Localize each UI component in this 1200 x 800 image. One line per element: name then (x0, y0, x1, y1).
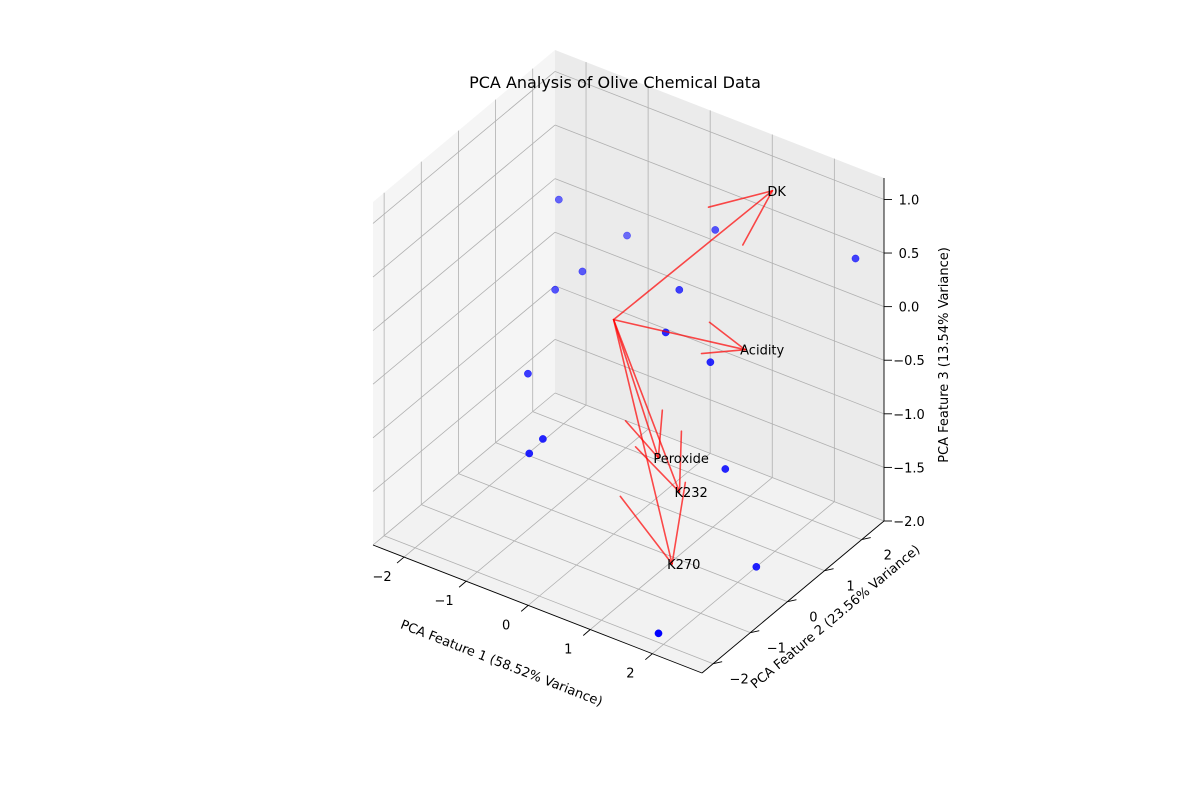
z-tick-label: −1.0 (893, 408, 925, 423)
y-tick-mark (750, 630, 760, 634)
x-tick-label: −1 (435, 594, 454, 609)
gridline-z-left (372, 339, 556, 492)
loading-arrow-head (708, 321, 746, 351)
x-tick-mark (520, 605, 529, 612)
gridline-y-floor (383, 535, 714, 665)
data-point (711, 226, 720, 234)
loading-arrow-shaft (612, 189, 774, 321)
data-point (721, 465, 730, 473)
loading-arrow-head (671, 481, 687, 565)
pane-floor (373, 393, 884, 673)
data-point (623, 231, 631, 240)
gridline-x-floor (652, 501, 835, 654)
gridline-z-back (554, 178, 885, 307)
loading-arrow-shaft (612, 318, 673, 565)
y-tick-label: 1 (846, 580, 854, 595)
gridline-z-back (554, 285, 885, 415)
gridline-y-floor (532, 411, 862, 540)
gridline-y-floor (458, 473, 788, 603)
data-point (578, 267, 587, 276)
gridline-z-left (372, 124, 556, 278)
data-points (524, 195, 860, 638)
y-tick-label: 2 (884, 549, 892, 564)
loading-arrow-head (678, 430, 683, 493)
axis-lines (372, 178, 885, 674)
gridline-z-left (372, 178, 556, 331)
loading-arrows (612, 189, 774, 565)
data-point (675, 285, 684, 294)
y-tick-mark (713, 661, 723, 665)
z-tick-label: −0.5 (893, 354, 925, 369)
loading-arrow-head (707, 189, 774, 209)
x-tick-mark (645, 653, 653, 661)
x-tick-mark (582, 629, 591, 636)
z-tick-label: −1.5 (893, 461, 925, 476)
y-tick-label: 0 (809, 611, 817, 626)
gridline-z-left (372, 231, 556, 385)
gridline-z-back (554, 339, 885, 468)
data-point (525, 449, 534, 458)
loading-arrow-head (741, 189, 774, 246)
x-axis-line (372, 544, 703, 674)
gridline-x-floor (403, 404, 587, 558)
loading-arrow-shaft (612, 318, 746, 351)
x-tick-label: −2 (372, 570, 391, 585)
tick-marks (396, 198, 892, 665)
y-tick-mark (824, 568, 834, 572)
gridline-z-left (372, 392, 556, 546)
loading-arrow-head (634, 446, 681, 493)
loading-label: Acidity (740, 344, 784, 359)
x-tick-mark (458, 580, 467, 588)
y-tick-label: −2 (730, 673, 749, 688)
gridline-z-back (554, 392, 885, 522)
loading-label: Peroxide (653, 452, 709, 467)
x-tick-label: 1 (564, 643, 572, 658)
data-point (752, 562, 761, 571)
loading-label: K270 (667, 558, 700, 573)
loading-label: DK (767, 185, 786, 200)
loading-arrow-head (700, 348, 746, 355)
data-point (706, 358, 715, 367)
loading-arrow-shaft (612, 318, 660, 459)
loading-arrow-head (619, 495, 673, 565)
y-tick-mark (787, 599, 797, 603)
loading-arrow-head (657, 409, 664, 459)
loading-label: K232 (674, 486, 707, 501)
gridline-x-floor (465, 428, 649, 582)
data-point (654, 629, 663, 638)
data-point (551, 285, 560, 294)
gridline-z-left (372, 285, 556, 439)
gridline-y-floor (421, 504, 751, 634)
y-tick-label: −1 (767, 642, 786, 657)
data-point (539, 435, 547, 443)
gridline-z-back (554, 124, 885, 254)
gridline-x-floor (590, 477, 773, 630)
x-tick-label: 0 (502, 618, 510, 633)
z-tick-label: 0.5 (899, 247, 920, 262)
gridline-z-left (372, 71, 556, 224)
z-tick-label: −2.0 (893, 515, 925, 530)
z-tick-label: 0.0 (899, 301, 920, 316)
z-tick-label: 1.0 (899, 193, 920, 208)
pane-left (373, 50, 555, 545)
x-tick-mark (396, 556, 405, 564)
gridline-y-floor (495, 442, 825, 572)
y-axis-line (701, 520, 885, 674)
loading-arrow-shaft (612, 318, 681, 493)
gridline-z-back (554, 231, 885, 361)
data-point (851, 254, 860, 263)
gridline-z-back (554, 71, 885, 200)
y-tick-mark (861, 537, 871, 541)
z-axis-label: PCA Feature 3 (13.54% Variance) (937, 247, 952, 463)
data-point (554, 195, 563, 204)
axes-panes (373, 50, 884, 673)
chart-title: PCA Analysis of Olive Chemical Data (469, 73, 761, 92)
gridlines (372, 62, 885, 665)
data-point (524, 369, 532, 378)
x-tick-label: 2 (626, 667, 634, 682)
